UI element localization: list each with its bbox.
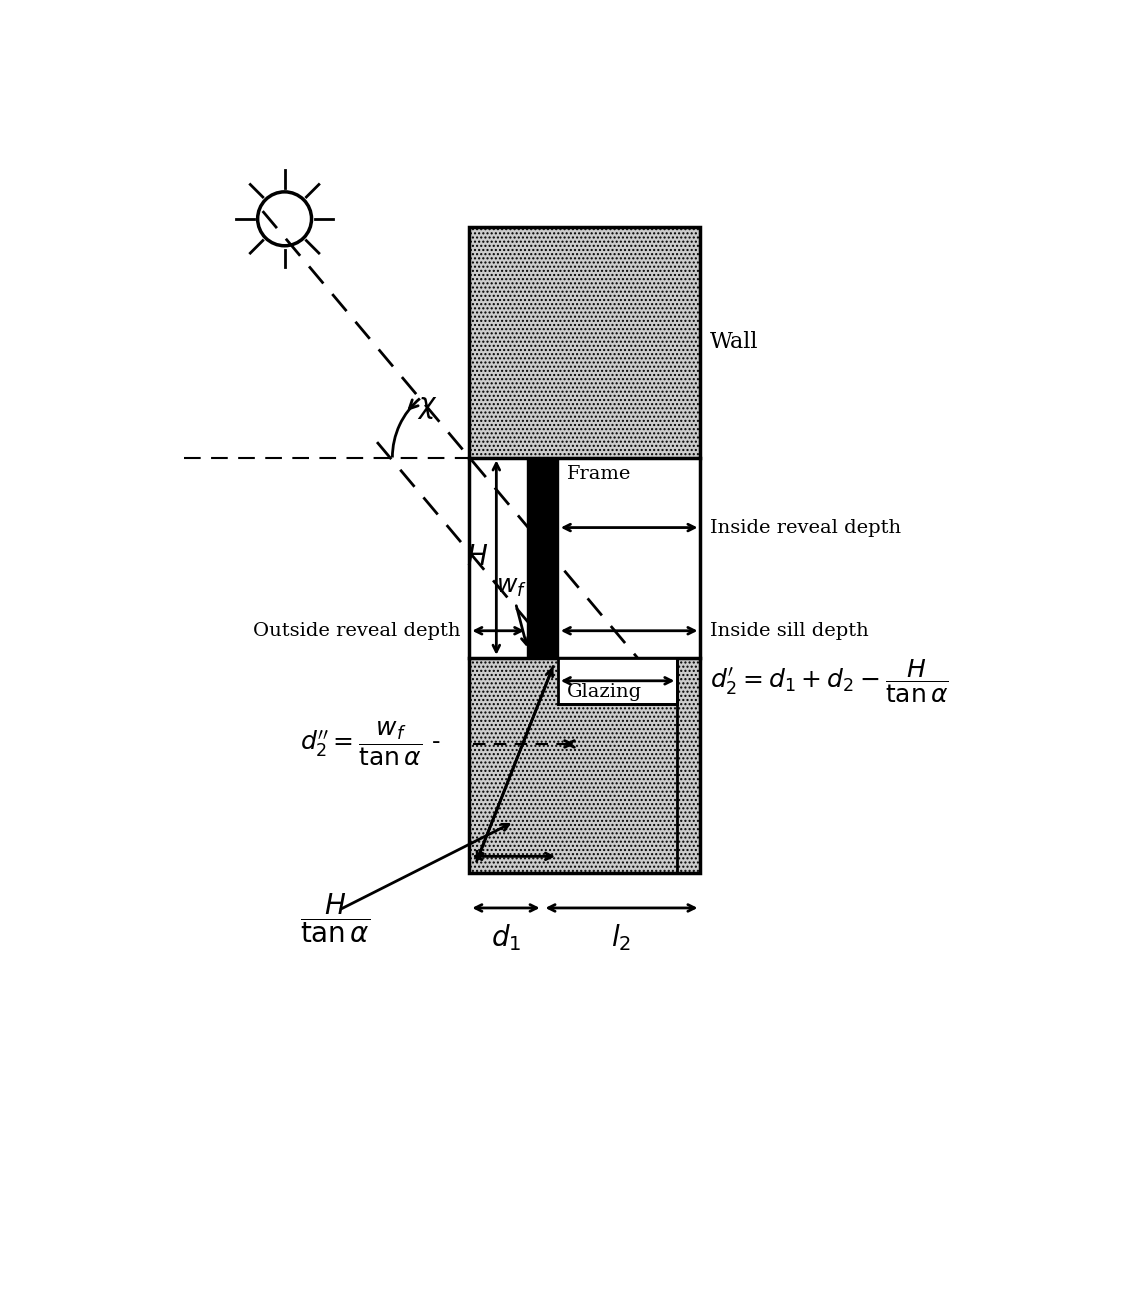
- Text: Inside reveal depth: Inside reveal depth: [710, 519, 901, 537]
- Text: Inside sill depth: Inside sill depth: [710, 622, 868, 639]
- Text: Wall: Wall: [710, 331, 758, 352]
- Text: $w_f$: $w_f$: [496, 576, 527, 599]
- Text: Outside reveal depth: Outside reveal depth: [253, 622, 460, 639]
- Bar: [469, 227, 701, 457]
- Text: $\dfrac{H}{\tan\alpha}$: $\dfrac{H}{\tan\alpha}$: [300, 891, 370, 945]
- Text: $d_1$: $d_1$: [491, 922, 521, 952]
- Bar: [469, 658, 701, 874]
- Text: Frame: Frame: [567, 465, 632, 483]
- Text: Glazing: Glazing: [567, 684, 642, 701]
- Text: $d_2'' = \dfrac{w_f}{\tan\alpha}$ -: $d_2'' = \dfrac{w_f}{\tan\alpha}$ -: [300, 721, 441, 768]
- Bar: [527, 457, 558, 658]
- Text: $d_2' = d_1 + d_2 - \dfrac{H}{\tan\alpha}$: $d_2' = d_1 + d_2 - \dfrac{H}{\tan\alpha…: [710, 656, 948, 705]
- Text: $l_2$: $l_2$: [611, 922, 632, 952]
- Bar: [558, 658, 678, 703]
- Text: $H$: $H$: [466, 544, 488, 571]
- Text: $\chi$: $\chi$: [417, 394, 437, 421]
